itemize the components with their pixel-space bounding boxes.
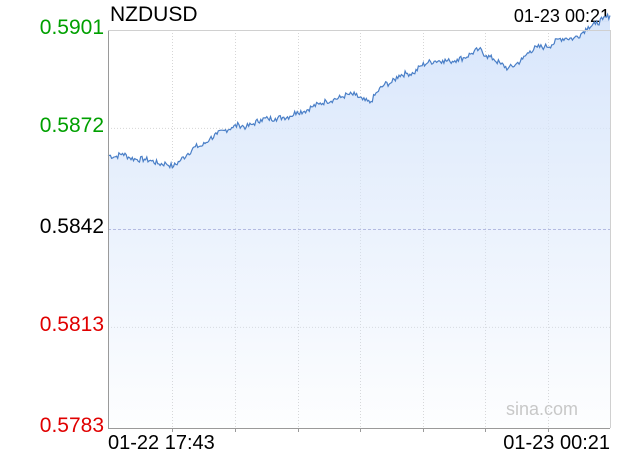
- y-tick-label: 0.5901: [39, 16, 104, 39]
- chart-title: NZDUSD: [110, 3, 198, 26]
- y-tick-label: 0.5872: [39, 113, 104, 137]
- update-timestamp: 01-23 00:21: [513, 6, 610, 26]
- y-tick-label: 0.5842: [39, 215, 104, 238]
- price-line: [107, 12, 611, 170]
- watermark: sina.com: [506, 399, 579, 419]
- x-tick-label-start: 01-22 17:43: [108, 432, 215, 454]
- price-area-fill: [108, 14, 610, 429]
- plot-frame: [108, 30, 611, 432]
- y-tick-label: 0.5783: [39, 414, 104, 437]
- x-tick-label-end: 01-23 00:21: [503, 432, 610, 454]
- y-tick-label: 0.5813: [39, 312, 104, 336]
